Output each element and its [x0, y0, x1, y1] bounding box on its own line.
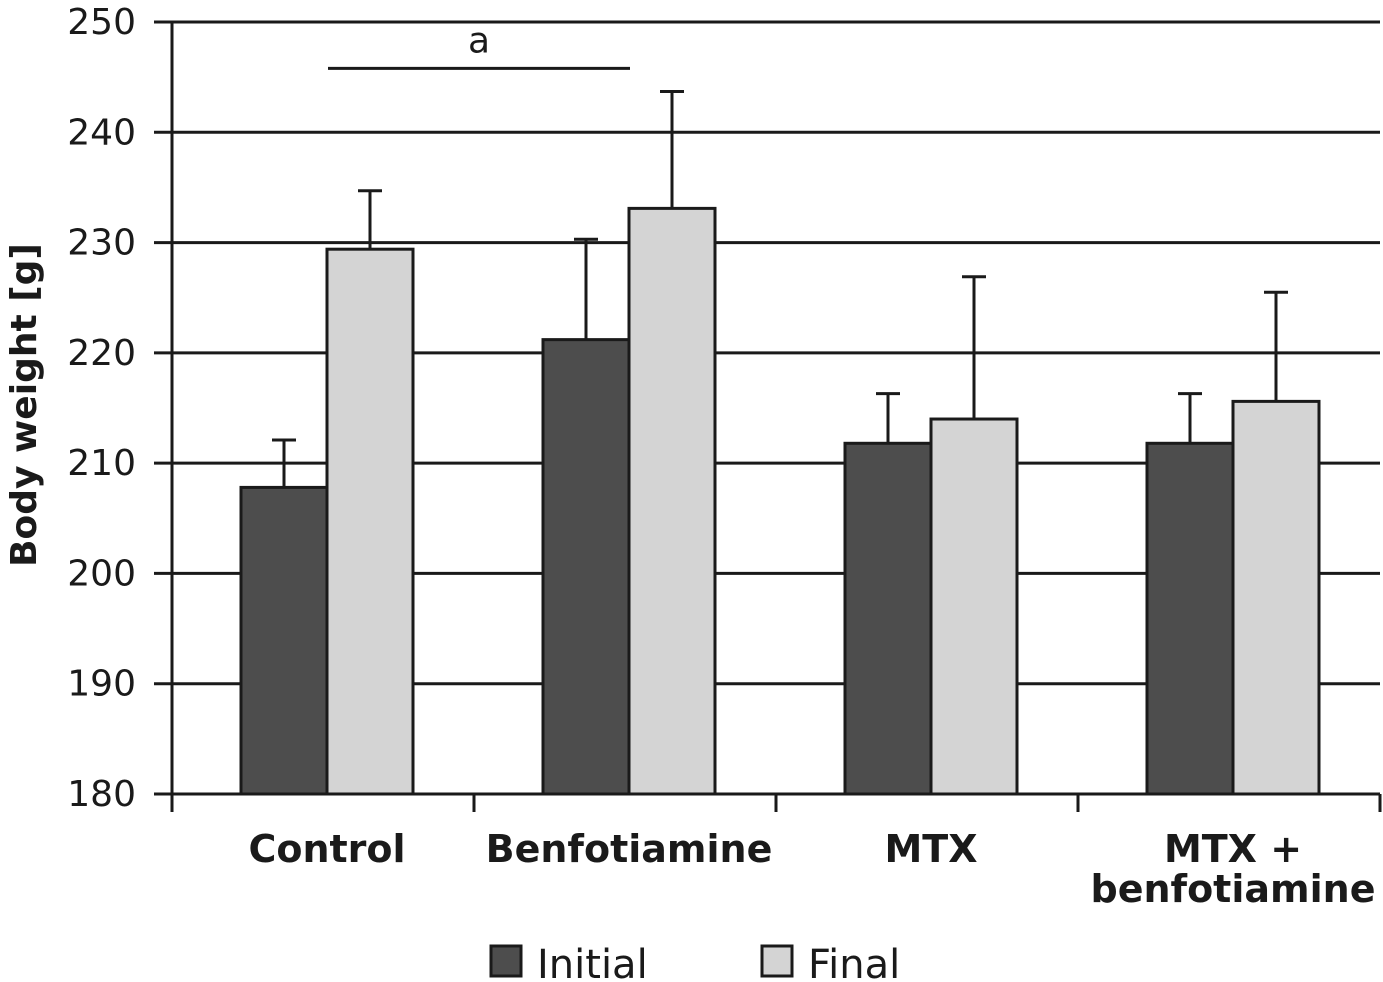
bar-final	[1231, 399, 1321, 796]
x-category-label: Control	[248, 827, 405, 871]
legend-label-initial: Initial	[537, 942, 648, 982]
significance-letter: a	[468, 20, 490, 61]
legend-swatch-final	[760, 944, 794, 978]
significance-annotation: a	[328, 20, 630, 70]
bar-initial	[843, 441, 933, 796]
bar-final	[627, 206, 717, 796]
axes	[154, 20, 1382, 812]
bar-initial	[239, 485, 329, 796]
y-tick-label: 200	[67, 553, 136, 594]
legend-swatch-initial	[489, 944, 523, 978]
y-tick-label: 240	[67, 112, 136, 153]
bars	[239, 206, 1321, 796]
x-category-label: MTX	[884, 827, 977, 871]
legend-label-final: Final	[808, 942, 900, 982]
x-category-labels: Control Benfotiamine MTX MTX +benfotiamine	[248, 827, 1375, 911]
y-tick-label: 220	[67, 333, 136, 374]
y-tick-label: 250	[67, 2, 136, 43]
y-tick-label: 190	[67, 664, 136, 705]
bar-final	[325, 247, 415, 796]
legend: Initial Final	[489, 942, 900, 982]
bar-final	[929, 417, 1019, 796]
y-tick-label: 210	[67, 443, 136, 484]
bar-initial	[1145, 441, 1235, 796]
x-category-label: Benfotiamine	[486, 827, 773, 871]
y-tick-label: 180	[67, 774, 136, 815]
bar-initial	[541, 338, 631, 796]
x-category-label: benfotiamine	[1091, 867, 1376, 911]
x-category-label: MTX +	[1164, 827, 1302, 871]
error-bars	[272, 89, 1288, 488]
y-axis-label: Body weight [g]	[4, 243, 45, 567]
y-tick-labels: 180 190 200 210 220 230 240 250	[67, 2, 136, 815]
y-tick-label: 230	[67, 223, 136, 264]
